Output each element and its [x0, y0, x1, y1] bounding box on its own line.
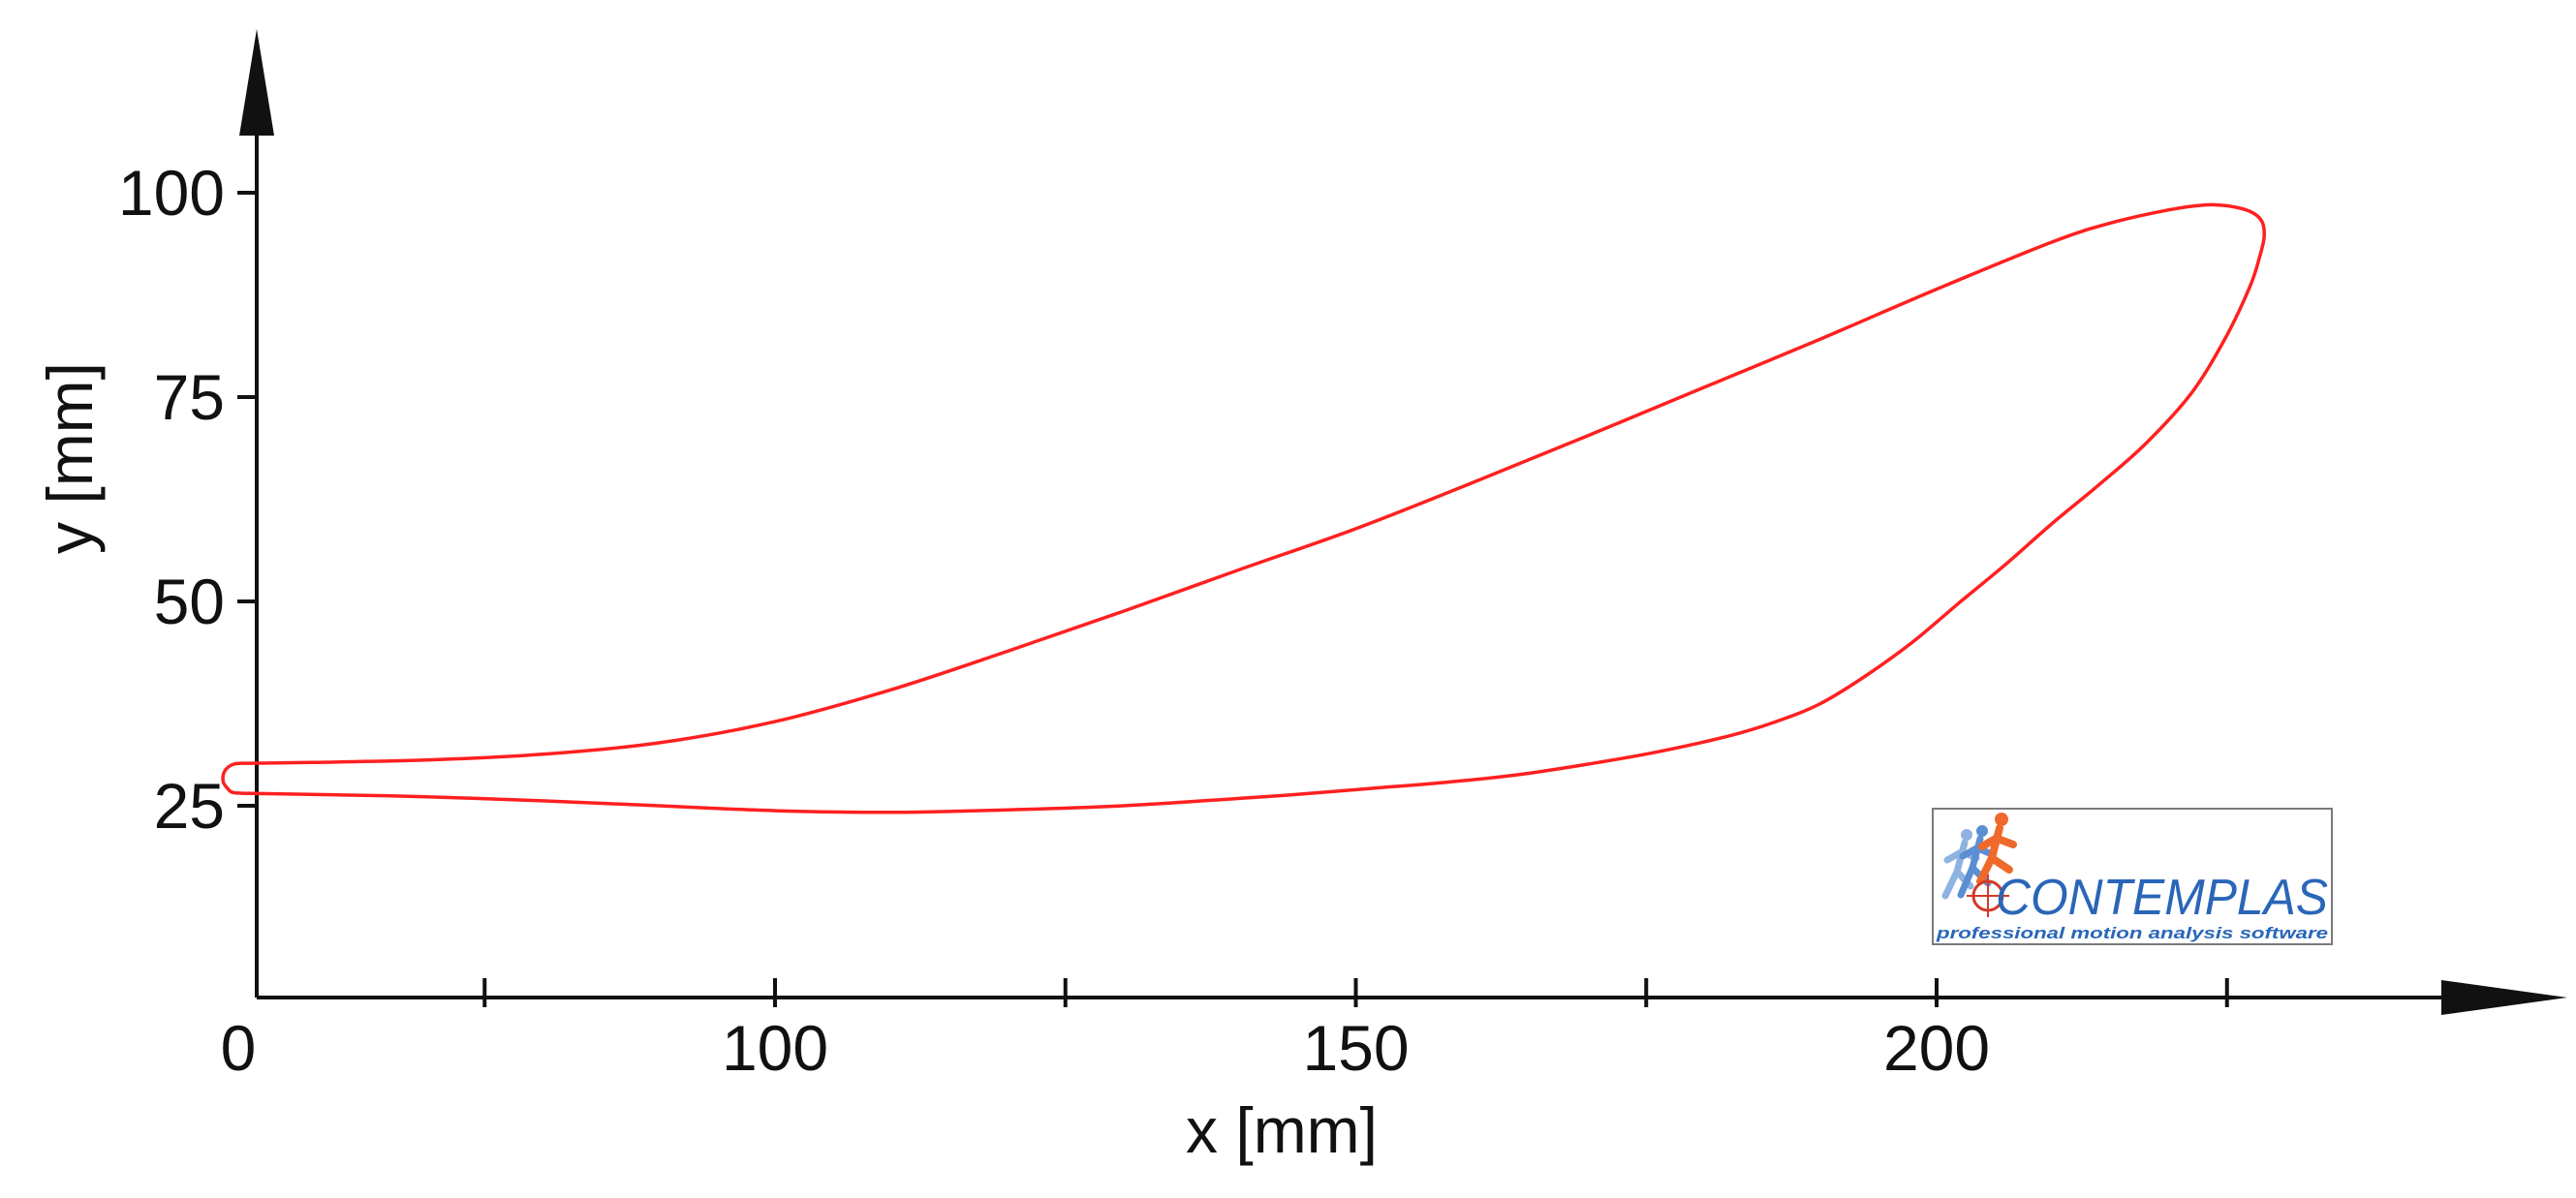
x-tick-label: 100 — [722, 1012, 828, 1084]
x-ticks: 0 100 150 200 — [221, 978, 2229, 1084]
logo-name: CONTEMPLAS — [1996, 870, 2328, 926]
y-tick-label: 25 — [154, 770, 225, 842]
y-axis-arrow — [239, 29, 274, 136]
x-tick-label: 150 — [1302, 1012, 1409, 1084]
y-ticks: 25 50 75 100 — [118, 157, 257, 842]
contemplas-logo: CONTEMPLAS professional motion analysis … — [1932, 808, 2333, 945]
x-tick-label: 200 — [1883, 1012, 1990, 1084]
series-group — [221, 202, 2266, 814]
y-tick-label: 75 — [154, 361, 225, 433]
x-axis-arrow — [2441, 980, 2567, 1015]
y-tick-label: 100 — [118, 157, 225, 229]
y-axis-label: y [mm] — [34, 362, 106, 554]
y-tick-label: 50 — [154, 566, 225, 637]
series-line — [221, 202, 2266, 814]
x-axis-label: x [mm] — [1186, 1094, 1378, 1166]
runners-icon — [1941, 813, 2017, 917]
x-tick-label: 0 — [221, 1012, 257, 1084]
logo-tagline: professional motion analysis software — [1936, 924, 2328, 942]
